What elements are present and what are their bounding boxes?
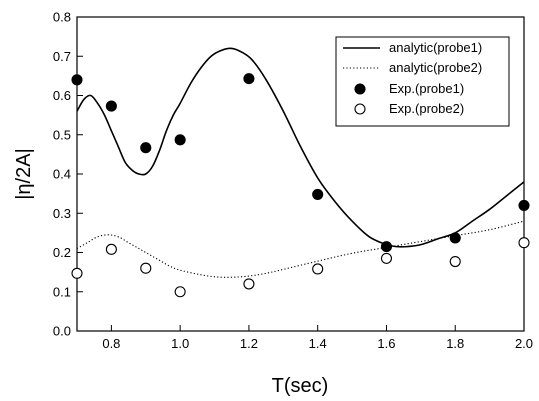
y-tick-label: 0.4 <box>53 167 71 182</box>
y-tick-label: 0.0 <box>53 324 71 339</box>
data-point-exp-probe2 <box>312 263 324 275</box>
y-tick-label: 0.6 <box>53 88 71 103</box>
legend-label-analytic-probe2: analytic(probe2) <box>389 60 482 75</box>
data-point-exp-probe1 <box>71 74 83 86</box>
y-tick-label: 0.8 <box>53 10 71 25</box>
data-point-exp-probe2 <box>243 278 255 290</box>
data-point-exp-probe2 <box>380 252 393 264</box>
data-point-exp-probe1 <box>312 188 324 200</box>
data-point-exp-probe1 <box>380 241 393 253</box>
legend-swatch-exp-probe1 <box>354 83 366 95</box>
legend: analytic(probe1) analytic(probe2) Exp.(pro… <box>335 36 510 127</box>
data-point-exp-probe2 <box>518 237 530 249</box>
legend-label-exp-probe2: Exp.(probe2) <box>389 101 464 116</box>
x-tick-label: 0.8 <box>102 336 120 351</box>
legend-swatch-exp-probe2 <box>354 103 366 115</box>
data-point-exp-probe1 <box>105 100 117 112</box>
x-tick-label: 1.6 <box>377 336 395 351</box>
data-point-exp-probe2 <box>105 243 117 255</box>
series-line-analytic-probe1 <box>77 47 524 248</box>
data-point-exp-probe1 <box>518 199 530 211</box>
series-layer <box>71 47 530 298</box>
data-point-exp-probe2 <box>174 286 186 298</box>
x-tick-label: 1.0 <box>171 336 189 351</box>
y-tick-label: 0.1 <box>53 284 71 299</box>
y-tick-label: 0.3 <box>53 206 71 221</box>
legend-label-analytic-probe1: analytic(probe1) <box>389 40 482 55</box>
y-tick-label: 0.5 <box>53 127 71 142</box>
legend-label-exp-probe1: Exp.(probe1) <box>389 81 464 96</box>
data-point-exp-probe1 <box>140 142 152 154</box>
y-tick-label: 0.2 <box>53 245 71 260</box>
x-axis-title: T(sec) <box>272 375 329 397</box>
data-point-exp-probe2 <box>71 267 83 279</box>
axis-ticks: 0.8 1.0 1.2 1.4 1.6 1.8 2.0 0.0 0.1 0.2 0.3 0.4 0.5 0… <box>53 10 533 352</box>
data-point-exp-probe2 <box>140 262 152 274</box>
data-point-exp-probe1 <box>243 73 255 85</box>
x-tick-label: 2.0 <box>515 336 533 351</box>
y-tick-label: 0.7 <box>53 49 71 64</box>
data-point-exp-probe1 <box>174 134 186 146</box>
data-point-exp-probe2 <box>449 255 461 268</box>
x-tick-label: 1.4 <box>309 336 327 351</box>
data-point-exp-probe1 <box>449 232 461 244</box>
y-axis-title: |η/2A| <box>13 148 35 200</box>
x-tick-label: 1.8 <box>446 336 464 351</box>
legend-box <box>335 36 510 127</box>
x-tick-label: 1.2 <box>240 336 258 351</box>
